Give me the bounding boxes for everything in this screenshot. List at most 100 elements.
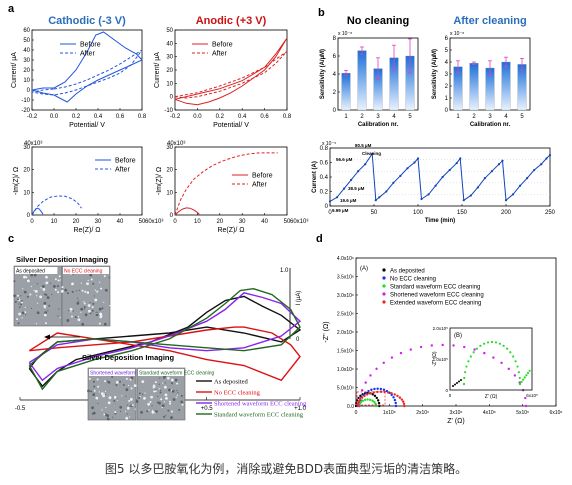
photo-as-deposited-particle — [57, 291, 60, 294]
c-cv-overlay-xtick-label: +1.0 — [294, 406, 307, 412]
photo-no-ecc-particle — [89, 273, 93, 277]
b-time-trace-ylabel: Current (A) — [312, 161, 318, 193]
photo-no-ecc-label: No ECC cleaning — [64, 269, 103, 275]
d-nyquist-inset-ytick-label: 2.0x10⁵ — [433, 326, 449, 331]
a-cv-cathodic-ytick-label: 50 — [23, 38, 30, 44]
photo-as-deposited-particle — [21, 301, 24, 304]
photo-no-ecc-particle — [83, 302, 86, 305]
b-time-trace-point — [483, 177, 486, 180]
d-nyquist-ytick-label: 3.0x10⁶ — [337, 293, 354, 299]
a-eis-cathodic-series-before — [31, 207, 44, 216]
d-nyquist-inset-point — [520, 380, 523, 383]
a-cv-anodic-xtick-label: 0.6 — [260, 114, 269, 120]
a-cv-cathodic-ytick-label: -20 — [21, 108, 30, 114]
a-eis-anodic-series-after — [174, 152, 278, 216]
b-time-trace-point — [511, 193, 515, 196]
photo-no-ecc-particle — [76, 301, 80, 305]
d-nyquist-point-no-ecc — [382, 388, 386, 391]
a-cv-cathodic-title: Cathodic (-3 V) — [48, 15, 126, 27]
photo-no-ecc-particle — [103, 322, 107, 326]
c-cv-overlay-legend-label: Shortened waveform ECC cleaning — [214, 401, 307, 408]
d-nyquist-ytick-label: 1.0x10⁶ — [337, 367, 354, 373]
d-nyquist-ylabel: -Z'' (Ω) — [323, 321, 330, 342]
d-nyquist-legend-label: As deposited — [390, 268, 425, 274]
d-nyquist-point-as-deposited — [375, 396, 378, 400]
b-time-trace-point — [328, 200, 332, 203]
a-eis-cathodic-frame — [31, 146, 143, 216]
photo-shortened-ecc-particle — [129, 378, 132, 381]
d-nyquist-point-extended — [403, 404, 406, 408]
photo-as-deposited-particle — [25, 314, 27, 316]
b-time-trace-point — [350, 178, 353, 181]
photo-shortened-ecc-particle — [106, 380, 108, 382]
b-after-cleaning-ytick-label: 3 — [445, 72, 449, 78]
c-cv-overlay-legend-label: As deposited — [214, 379, 249, 386]
b-after-cleaning-bar — [517, 64, 527, 111]
photo-standard-ecc-particle — [158, 383, 160, 385]
photo-no-ecc-particle — [78, 300, 80, 302]
d-nyquist-inset-point — [490, 340, 494, 344]
photo-no-ecc-particle — [108, 277, 110, 279]
a-eis-cathodic-ytick-label: 10 — [23, 190, 30, 196]
b-no-cleaning-category-label: 2 — [360, 114, 364, 120]
photo-no-ecc-particle — [60, 289, 64, 293]
d-nyquist-legend-label: Shortened waveform ECC cleaning — [390, 292, 484, 298]
b-time-trace-xtick-label: 50 — [371, 210, 378, 216]
photo-no-ecc-particle — [66, 319, 70, 322]
d-nyquist-point-shortened — [507, 367, 510, 371]
b-time-trace-point — [399, 174, 402, 177]
a-eis-cathodic-xtick-label: 10 — [51, 219, 58, 225]
photo-no-ecc-particle — [92, 282, 95, 285]
c-cv-overlay-series-as-deposited — [28, 295, 302, 388]
d-nyquist-point-no-ecc — [370, 388, 373, 391]
d-nyquist-inset-point — [494, 341, 498, 344]
photo-no-ecc-particle — [92, 302, 95, 305]
d-nyquist-point-shortened — [419, 345, 423, 349]
b-after-cleaning-bar — [501, 61, 511, 111]
c-cv-overlay-series-standard-waveform-ecc-cleaning — [28, 287, 301, 391]
d-nyquist-xtick-label: 2x10⁶ — [416, 410, 429, 416]
d-nyquist-inset-point — [460, 379, 462, 381]
photo-as-deposited-particle — [46, 296, 50, 300]
a-eis-anodic-ytick-label: 20 — [166, 168, 173, 174]
a-eis-anodic-xtick-label: 50 — [284, 219, 291, 225]
b-time-trace-frame — [329, 147, 551, 207]
photo-standard-ecc-particle — [151, 405, 153, 407]
photo-no-ecc-particle — [78, 289, 81, 291]
photo-no-ecc-particle — [74, 316, 77, 319]
photo-as-deposited-particle — [30, 307, 33, 309]
photo-shortened-ecc-particle — [105, 406, 107, 409]
b-no-cleaning-category-label: 4 — [392, 114, 396, 120]
photo-as-deposited-particle — [59, 279, 61, 281]
b-no-cleaning-ytick-label: 8 — [333, 36, 337, 42]
photo-shortened-ecc-particle — [125, 416, 129, 420]
photo-as-deposited-particle — [52, 285, 56, 288]
photo-as-deposited-particle — [54, 288, 57, 291]
photo-standard-ecc-particle — [170, 410, 173, 413]
photo-shortened-ecc-particle — [124, 410, 127, 412]
d-nyquist-point-shortened — [409, 348, 412, 351]
d-nyquist-point-as-deposited — [378, 404, 381, 408]
photo-no-ecc-particle — [80, 307, 84, 311]
d-nyquist-inset-point — [486, 341, 490, 344]
photo-no-ecc-particle — [81, 289, 84, 292]
d-nyquist-legend-label: No ECC cleaning — [390, 276, 436, 282]
a-cv-anodic-ytick-label: 20 — [166, 68, 173, 74]
b-time-trace-ytick-label: 0.8 — [320, 146, 329, 152]
d-nyquist-legend-marker — [382, 284, 386, 288]
photo-no-ecc-label-bg — [63, 267, 109, 274]
photo-standard-ecc-particle — [147, 402, 151, 406]
photo-as-deposited-particle — [17, 322, 20, 325]
a-cv-anodic-xtick-label: 0.2 — [216, 114, 225, 120]
photo-shortened-ecc-particle — [98, 391, 100, 393]
photo-standard-ecc-particle — [139, 395, 141, 398]
photo-no-ecc-particle — [72, 310, 74, 312]
d-nyquist-inset-ylabel: -Z'' (Ω) — [432, 351, 438, 366]
d-nyquist-point-as-deposited — [354, 404, 358, 408]
photo-no-ecc-particle — [84, 313, 88, 317]
photo-standard-ecc-frame — [136, 367, 186, 421]
photo-shortened-ecc-particle — [108, 396, 112, 400]
panel-label-c: c — [8, 233, 14, 245]
photo-shortened-ecc-particle — [126, 404, 128, 406]
d-nyquist-point-extended — [356, 402, 360, 405]
